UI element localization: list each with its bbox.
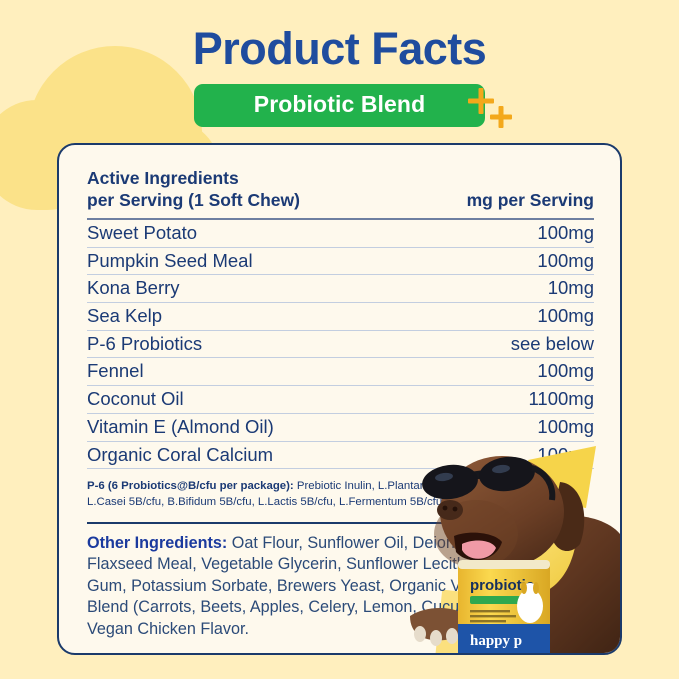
ingredient-amount: see below — [510, 332, 594, 354]
probiotic-fineprint: P-6 (6 Probiotics@B/cfu per package): Pr… — [87, 478, 594, 510]
ingredient-name: Fennel — [87, 360, 144, 382]
other-ingredients-label: Other Ingredients: — [87, 533, 228, 552]
table-row: Sweet Potato 100mg — [87, 220, 594, 248]
table-row: Vitamin E (Almond Oil) 100mg — [87, 414, 594, 442]
ingredient-amount: 1100mg — [528, 388, 594, 410]
ingredient-amount: 100mg — [537, 415, 594, 437]
ingredient-name: P-6 Probiotics — [87, 332, 203, 354]
ingredient-name: Kona Berry — [87, 277, 180, 299]
badge-container: Probiotic Blend — [0, 84, 679, 127]
ingredient-name: Pumpkin Seed Meal — [87, 249, 253, 271]
table-row: Fennel 100mg — [87, 358, 594, 387]
active-ingredients-label: Active Ingredients — [87, 168, 239, 188]
table-header-left: Active Ingredients per Serving (1 Soft C… — [87, 167, 300, 212]
table-row: Pumpkin Seed Meal 100mg — [87, 248, 594, 276]
section-divider — [87, 521, 594, 524]
probiotic-fineprint-label: P-6 (6 Probiotics@B/cfu per package): — [87, 480, 294, 493]
sparkle-group — [460, 82, 530, 138]
ingredient-amount: 100mg — [537, 360, 594, 382]
ingredient-name: Organic Coral Calcium — [87, 443, 274, 465]
ingredient-amount: 100mg — [537, 443, 594, 465]
table-row: Organic Coral Calcium 100mg — [87, 442, 594, 470]
table-row: Coconut Oil 1100mg — [87, 386, 594, 414]
per-serving-label: per Serving (1 Soft Chew) — [87, 190, 300, 211]
ingredient-amount: 100mg — [537, 249, 594, 271]
ingredient-name: Sea Kelp — [87, 304, 163, 326]
header-divider — [87, 217, 594, 220]
product-facts-card: Active Ingredients per Serving (1 Soft C… — [57, 143, 622, 655]
table-row: P-6 Probiotics see below — [87, 331, 594, 359]
table-row: Sea Kelp 100mg — [87, 303, 594, 331]
ingredient-amount: 10mg — [547, 277, 594, 299]
ingredient-name: Sweet Potato — [87, 221, 198, 243]
ingredients-table: Sweet Potato 100mg Pumpkin Seed Meal 100mg K… — [87, 220, 594, 470]
amount-column-header: mg per Serving — [466, 189, 594, 210]
ingredient-amount: 100mg — [537, 304, 594, 326]
ingredient-name: Coconut Oil — [87, 388, 184, 410]
table-row: Kona Berry 10mg — [87, 275, 594, 303]
ingredient-name: Vitamin E (Almond Oil) — [87, 415, 274, 437]
sparkle-plus-icon — [490, 106, 512, 128]
table-header: Active Ingredients per Serving (1 Soft C… — [87, 167, 594, 212]
page-title: Product Facts — [192, 23, 487, 74]
other-ingredients: Other Ingredients: Oat Flour, Sunflower … — [87, 533, 549, 641]
ingredient-amount: 100mg — [537, 221, 594, 243]
status-badge: Probiotic Blend — [193, 84, 486, 127]
